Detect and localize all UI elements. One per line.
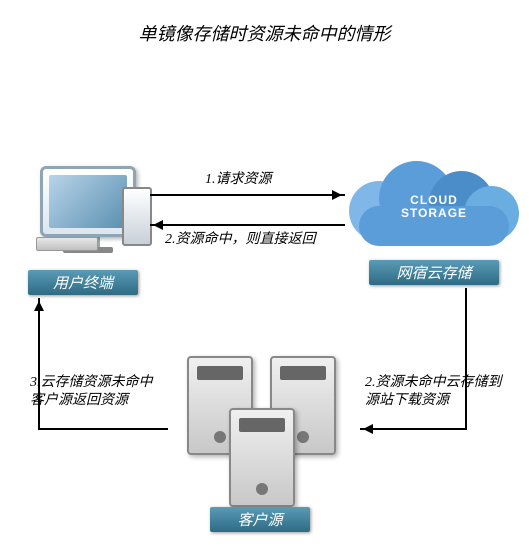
- tower-icon: [122, 187, 152, 246]
- edge-miss-dl-label: 2.资源未命中云存储到 源站下载资源: [365, 374, 502, 410]
- cloud-caption: 网宿云存储: [369, 260, 499, 285]
- edge-hit-label: 2.资源命中，则直接返回: [165, 231, 316, 249]
- cloud-icon: CLOUDSTORAGE: [349, 146, 519, 256]
- diagram-title: 单镜像存储时资源未命中的情形: [10, 20, 519, 46]
- node-cloud: CLOUDSTORAGE 网宿云存储: [349, 146, 519, 285]
- origin-caption: 客户源: [210, 507, 310, 532]
- edge-request: [150, 194, 345, 196]
- edge-request-label: 1.请求资源: [205, 171, 272, 189]
- edge-miss-ret-h: [38, 428, 168, 430]
- keyboard-icon: [36, 237, 98, 251]
- edge-miss-ret-label: 3.云存储资源未命中 客户源返回资源: [30, 374, 153, 410]
- edge-miss-dl-h: [360, 428, 467, 430]
- node-client: 用户终端: [28, 166, 148, 295]
- server-icon: [229, 408, 295, 507]
- node-origin: 客户源: [165, 356, 355, 506]
- edge-hit: [150, 224, 345, 226]
- diagram-canvas: 用户终端 CLOUDSTORAGE 网宿云存储 客户源 1.请求资源 2.资源命…: [10, 66, 519, 546]
- client-caption: 用户终端: [28, 270, 138, 295]
